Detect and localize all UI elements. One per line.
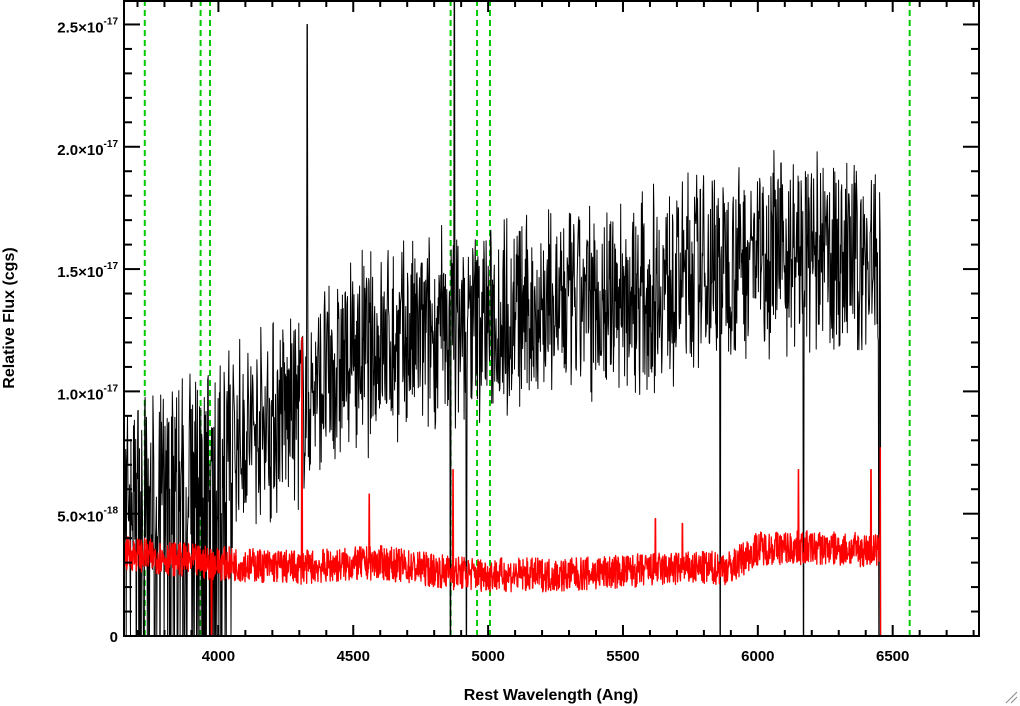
x-tick-labels: 4000 4500 5000 5500 6000 6500 <box>202 648 910 665</box>
series-layer <box>123 0 979 637</box>
series-line-0 <box>123 0 882 637</box>
x-tick-label: 5500 <box>606 648 639 665</box>
y-tick-label: 5.0×10-18 <box>57 506 118 526</box>
x-axis-title: Rest Wavelength (Ang) <box>464 687 639 704</box>
x-tick-label: 4000 <box>202 648 235 665</box>
x-tick-label: 4500 <box>337 648 370 665</box>
x-tick-label: 6000 <box>741 648 774 665</box>
y-tick-labels: 0 5.0×10-18 1.0×10-17 1.5×10-17 2.0×10-17 2.5… <box>57 16 118 646</box>
y-tick-label: 2.5×10-17 <box>57 16 118 36</box>
x-tick-label: 6500 <box>876 648 909 665</box>
y-axis-title: Relative Flux (cgs) <box>1 247 18 388</box>
y-tick-label: 1.0×10-17 <box>57 383 118 403</box>
series-line-1 <box>123 336 979 637</box>
y-tick-label: 0 <box>110 629 118 646</box>
resize-grip-icon[interactable] <box>1004 690 1018 704</box>
y-tick-label: 1.5×10-17 <box>57 261 118 281</box>
x-tick-label: 5000 <box>471 648 504 665</box>
axis-ticks <box>124 0 979 637</box>
y-tick-label: 2.0×10-17 <box>57 139 118 159</box>
